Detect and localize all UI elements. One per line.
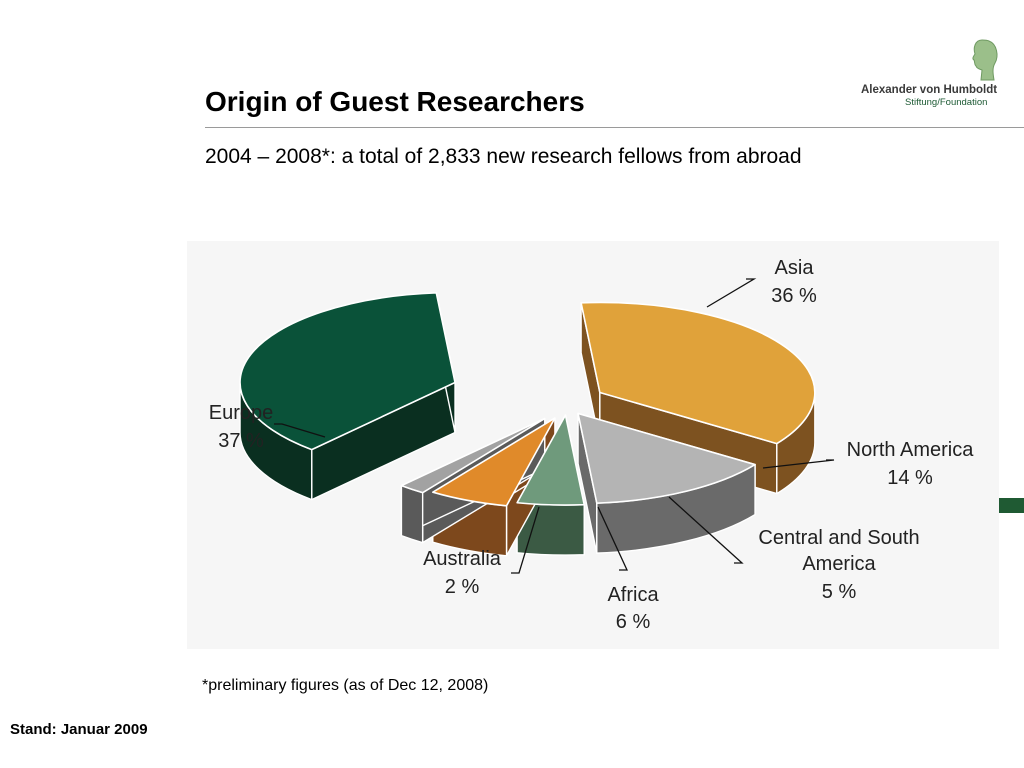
pie-chart: Asia 36 % North America 14 % Central and Sou… [209, 257, 975, 633]
pie-slice-australia [400, 417, 546, 494]
leader-line-africa [597, 506, 629, 571]
accent-marker [999, 498, 1024, 513]
data-label-australia: Australia [423, 548, 502, 570]
data-label-europe: Europe [209, 402, 274, 424]
data-label-asia: Asia [775, 257, 815, 279]
leader-line-central-and-south-america [668, 496, 744, 564]
pie-slice-europe [239, 292, 456, 451]
data-label-north-america: North America [847, 439, 975, 461]
value-label-north-america: 14 % [887, 467, 933, 489]
leader-line-north-america [762, 459, 835, 469]
pie-slice-asia [580, 301, 816, 445]
pie-slice-australia-edge [400, 484, 424, 544]
pie-slice-africa [432, 417, 556, 507]
leader-line-australia [511, 506, 540, 574]
profile-portrait-icon [972, 39, 998, 81]
value-label-asia: 36 % [771, 285, 817, 307]
leader-line-asia [706, 278, 757, 308]
data-label-central-and-south-america: Central and South [758, 527, 919, 549]
date-stamp: Stand: Januar 2009 [10, 721, 148, 738]
value-label-central-and-south-america: 5 % [822, 581, 857, 603]
pie-slice-central-and-south-america [516, 414, 586, 506]
logo-subtitle: Stiftung/Foundation [905, 97, 988, 108]
humboldt-logo: Alexander von Humboldt Stiftung/Foundati… [858, 38, 1008, 110]
data-label-central-and-south-america-cont: America [802, 553, 876, 575]
leader-line-europe [274, 423, 326, 438]
slide-title: Origin of Guest Researchers [205, 86, 585, 117]
data-label-africa: Africa [607, 584, 659, 606]
chart-area: Asia 36 % North America 14 % Central and Sou… [187, 241, 999, 649]
value-label-africa: 6 % [616, 611, 651, 633]
logo-name: Alexander von Humboldt [861, 84, 998, 96]
value-label-australia: 2 % [445, 576, 480, 598]
slide-subtitle: 2004 – 2008*: a total of 2,833 new resea… [205, 145, 802, 168]
pie-slice-north-america [577, 412, 756, 504]
footnote: *preliminary figures (as of Dec 12, 2008… [202, 677, 489, 694]
title-divider [205, 127, 1024, 128]
value-label-europe: 37 % [218, 430, 264, 452]
